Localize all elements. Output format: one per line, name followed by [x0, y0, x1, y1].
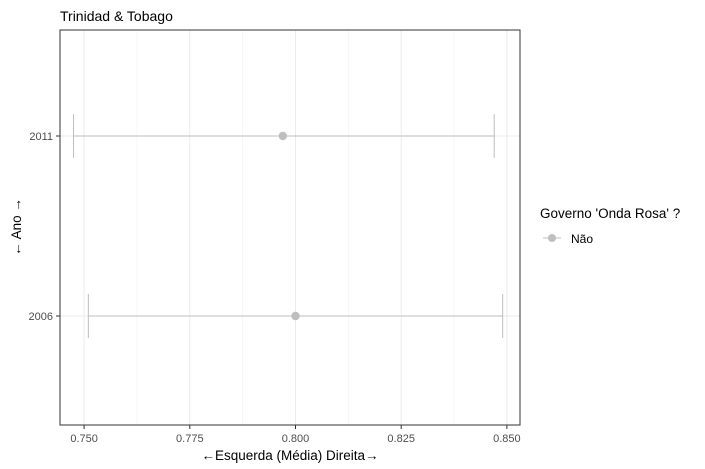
y-tick-label: 2006: [29, 311, 53, 323]
plot-background: [60, 30, 520, 425]
x-tick-label: 0.800: [282, 433, 310, 445]
x-tick-label: 0.825: [387, 433, 415, 445]
x-tick-label: 0.850: [493, 433, 521, 445]
y-tick-label: 2011: [29, 131, 53, 143]
plot-area: [59, 29, 521, 426]
x-tick-label: 0.775: [176, 433, 204, 445]
y-axis-title: ← Ano →: [9, 198, 24, 256]
legend-key-point: [548, 234, 556, 242]
chart-title: Trinidad & Tobago: [60, 8, 173, 24]
data-point: [291, 311, 300, 321]
data-point: [278, 131, 288, 141]
x-axis: 0.750 0.775 0.800 0.825 0.850: [70, 425, 521, 445]
data-points: [278, 131, 300, 321]
x-tick-label: 0.750: [70, 433, 98, 445]
y-axis: 2006 2011: [29, 131, 60, 323]
plot-border: [59, 29, 521, 426]
legend: Governo 'Onda Rosa' ? Não: [540, 206, 680, 246]
minor-gridlines: [136, 30, 455, 425]
x-axis-title: ←Esquerda (Média) Direita→: [201, 448, 378, 463]
legend-title: Governo 'Onda Rosa' ?: [540, 206, 680, 221]
legend-label-nao: Não: [571, 232, 593, 246]
